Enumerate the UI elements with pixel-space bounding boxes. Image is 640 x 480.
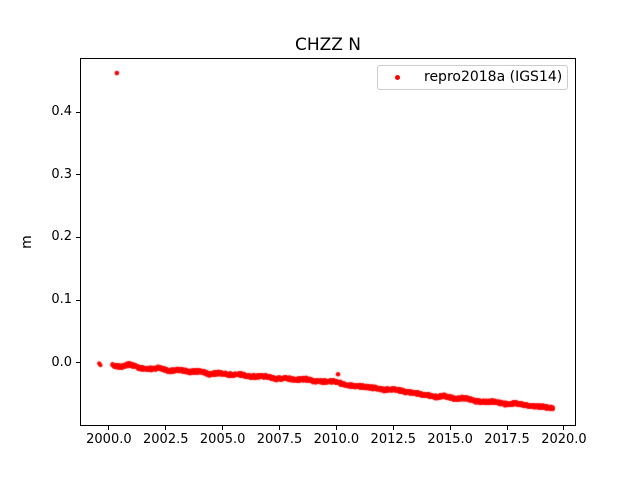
y-tick-label: 0.1	[51, 292, 72, 308]
x-tick-label: 2010.0	[313, 432, 360, 447]
legend-label: repro2018a (IGS14)	[424, 69, 563, 85]
x-tick-label: 2000.0	[86, 432, 132, 447]
chart-title: CHZZ N	[294, 35, 362, 55]
y-tick-mark	[76, 174, 80, 176]
y-tick-label: 0.2	[51, 229, 72, 245]
x-tick-label: 2012.5	[370, 432, 417, 447]
x-tick-label: 2005.0	[199, 432, 246, 447]
y-tick-label: 0.3	[51, 166, 72, 182]
x-tick-mark	[449, 426, 451, 430]
y-tick-mark	[76, 111, 80, 113]
y-tick-label: 0.4	[51, 104, 72, 119]
scatter-canvas	[80, 58, 576, 426]
x-tick-mark	[392, 426, 394, 430]
x-tick-mark	[506, 426, 508, 430]
x-tick-mark	[108, 426, 110, 430]
x-tick-mark	[165, 426, 167, 430]
x-tick-label: 2020.0	[541, 432, 587, 447]
legend-dot-icon	[395, 75, 400, 80]
y-tick-mark	[76, 299, 80, 301]
y-tick-mark	[76, 362, 80, 364]
x-tick-mark	[563, 426, 565, 430]
x-tick-mark	[222, 426, 224, 430]
x-tick-mark	[279, 426, 281, 430]
y-tick-mark	[76, 236, 80, 238]
y-tick-label: 0.0	[51, 354, 72, 370]
x-tick-label: 2007.5	[256, 432, 303, 447]
legend: repro2018a (IGS14)	[377, 65, 568, 90]
x-tick-label: 2015.0	[427, 432, 473, 447]
x-tick-label: 2017.5	[484, 432, 530, 447]
x-tick-label: 2002.5	[143, 432, 189, 447]
x-tick-mark	[335, 426, 337, 430]
